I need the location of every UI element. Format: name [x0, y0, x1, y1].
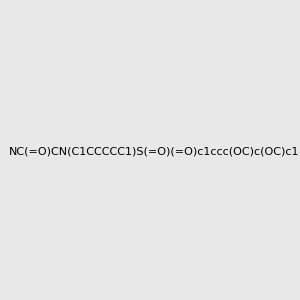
Text: NC(=O)CN(C1CCCCC1)S(=O)(=O)c1ccc(OC)c(OC)c1: NC(=O)CN(C1CCCCC1)S(=O)(=O)c1ccc(OC)c(OC… [8, 146, 299, 157]
